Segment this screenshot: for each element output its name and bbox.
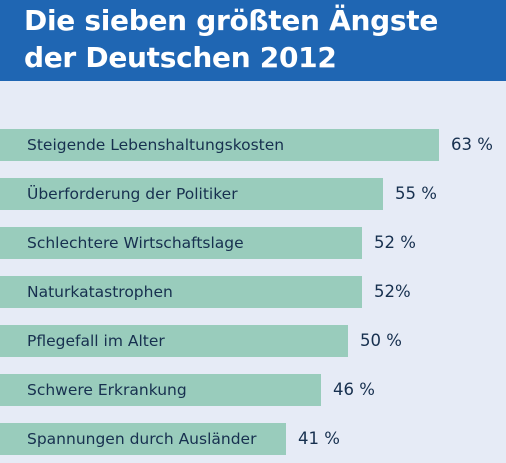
chart-title-line2: der Deutschen 2012 <box>24 41 337 74</box>
category-label: Überforderung der Politiker <box>27 185 238 203</box>
bar-chart: Steigende Lebenshaltungskosten 63 % Überfo… <box>0 81 506 463</box>
value-label: 52 % <box>374 233 416 252</box>
bar <box>0 178 383 210</box>
value-label: 52% <box>374 282 411 301</box>
chart-title-line1: Die sieben größten Ängste <box>24 4 439 37</box>
value-label: 41 % <box>298 429 340 448</box>
value-label: 50 % <box>360 331 402 350</box>
category-label: Schwere Erkrankung <box>27 381 187 399</box>
value-label: 46 % <box>333 380 375 399</box>
bar <box>0 325 348 357</box>
category-label: Naturkatastrophen <box>27 283 173 301</box>
bar <box>0 423 286 455</box>
bar <box>0 227 362 259</box>
value-label: 63 % <box>451 135 493 154</box>
value-label: 55 % <box>395 184 437 203</box>
title-banner: Die sieben größten Ängste der Deutschen … <box>0 0 506 81</box>
category-label: Schlechtere Wirtschaftslage <box>27 234 244 252</box>
category-label: Steigende Lebenshaltungskosten <box>27 136 285 154</box>
bar <box>0 276 362 308</box>
category-label: Pflegefall im Alter <box>27 332 165 350</box>
chart-title: Die sieben größten Ängste der Deutschen … <box>24 2 494 76</box>
bar <box>0 374 321 406</box>
category-label: Spannungen durch Ausländer <box>27 430 257 448</box>
bar <box>0 129 439 161</box>
